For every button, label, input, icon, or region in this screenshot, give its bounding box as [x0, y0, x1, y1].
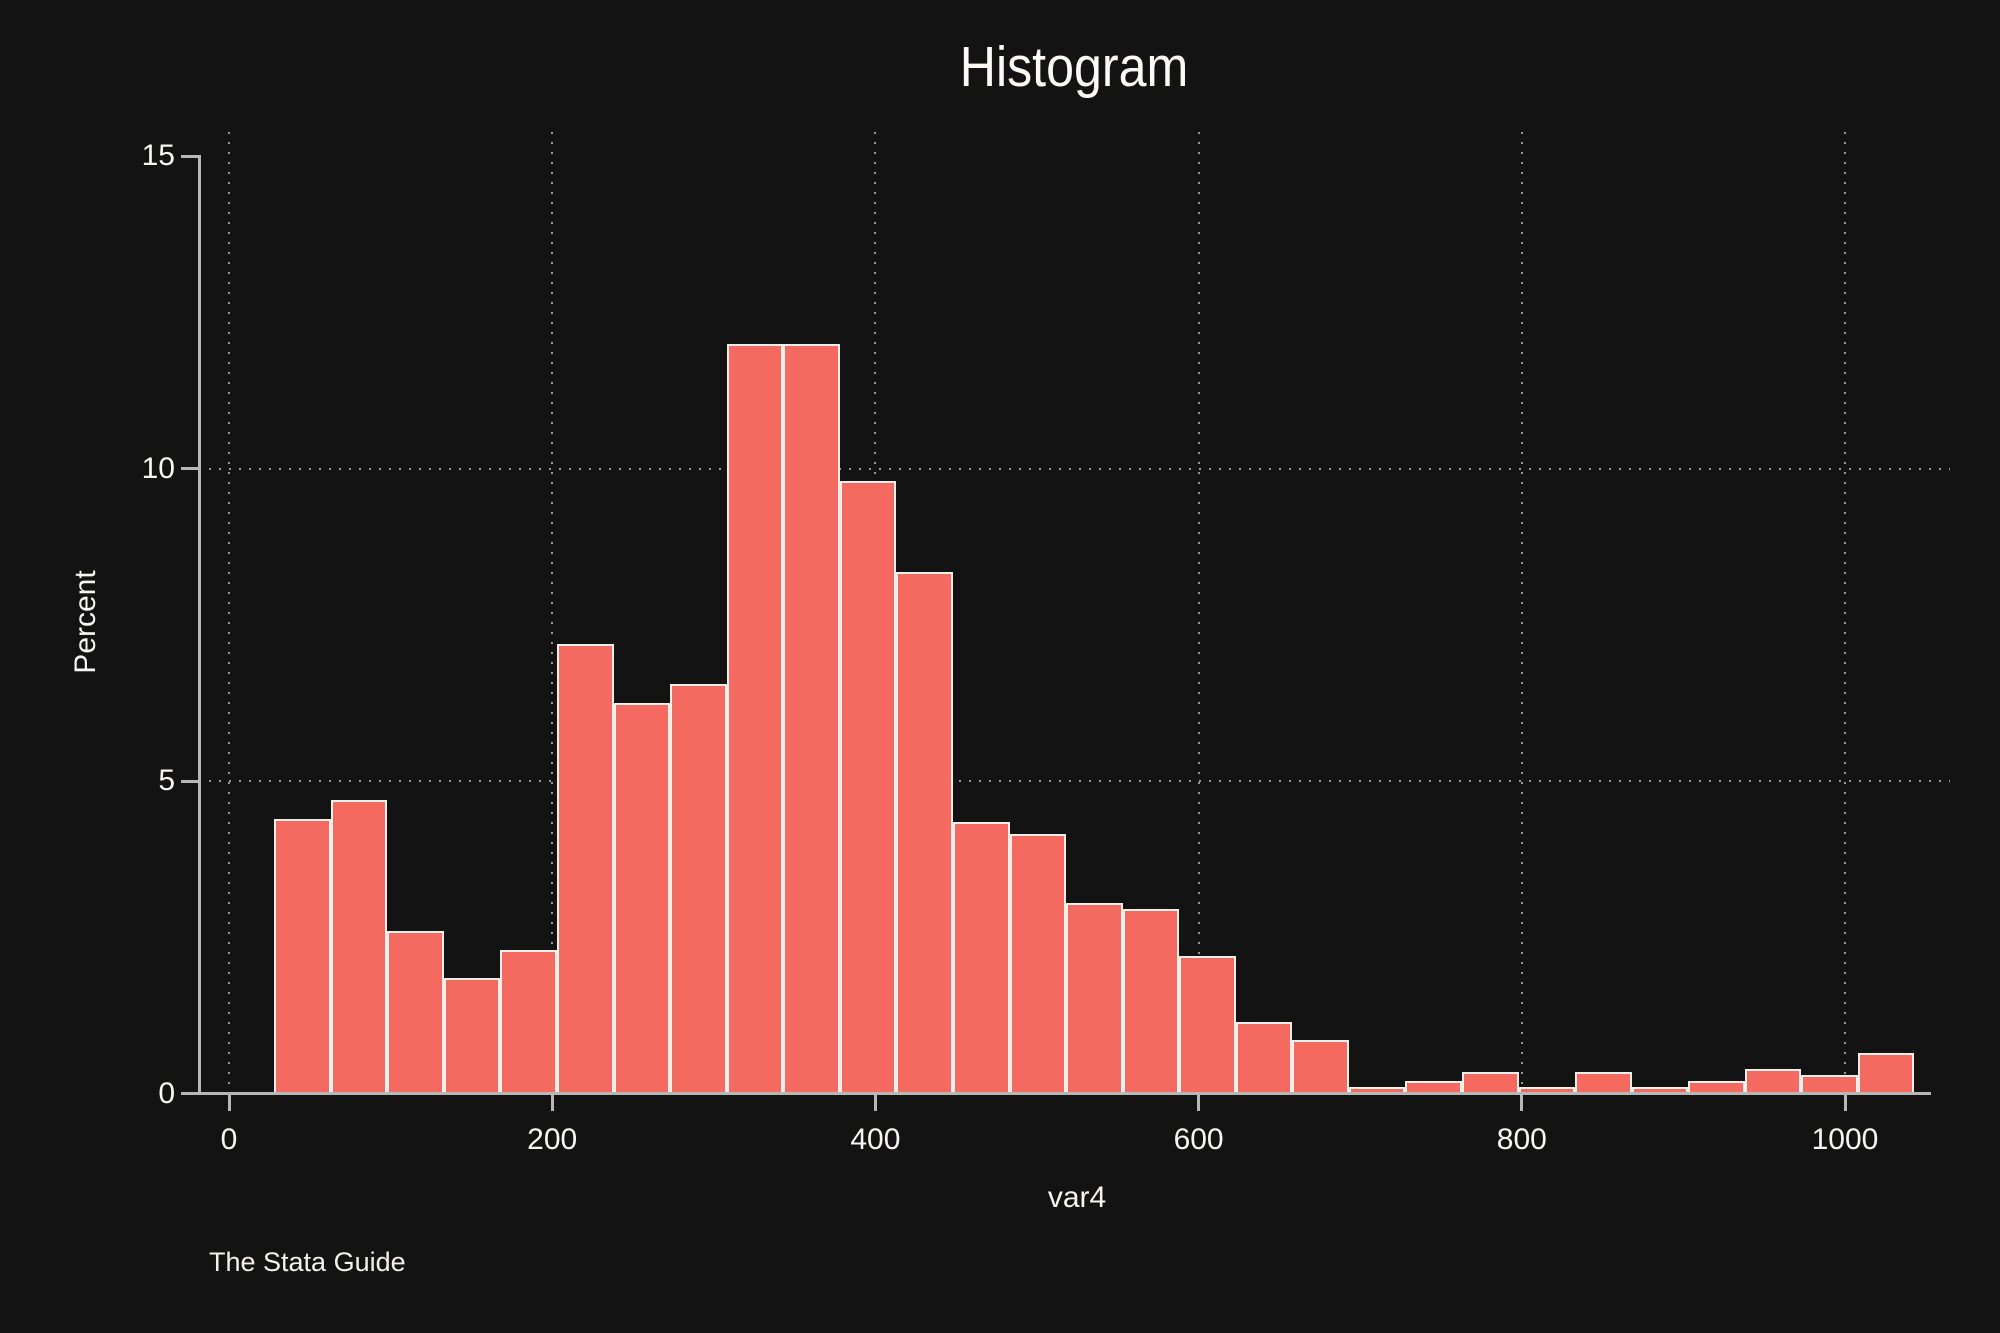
y-tick	[181, 779, 198, 783]
histogram-bar	[1688, 1081, 1745, 1094]
y-tick	[181, 1092, 198, 1095]
h-gridline	[199, 467, 1950, 470]
y-tick-label: 0	[158, 1076, 175, 1110]
x-tick-label: 600	[1173, 1122, 1224, 1156]
histogram-bar	[1179, 956, 1236, 1094]
v-gridline	[1197, 132, 1200, 1092]
x-tick-label: 1000	[1811, 1122, 1879, 1156]
v-gridline	[1844, 132, 1846, 1092]
histogram-bar	[387, 931, 444, 1094]
y-tick-label: 5	[158, 764, 175, 798]
histogram-bar	[500, 949, 558, 1094]
y-axis-title: Percent	[69, 570, 102, 674]
x-tick-label: 800	[1496, 1122, 1547, 1156]
histogram-bar	[783, 343, 840, 1094]
histogram-bar	[1235, 1021, 1293, 1094]
x-tick	[1843, 1095, 1847, 1111]
histogram-bar	[1575, 1071, 1632, 1094]
histogram-bar	[1631, 1087, 1689, 1094]
x-tick-label: 400	[850, 1122, 901, 1156]
chart-title: Histogram	[959, 35, 1189, 99]
histogram-bar	[330, 799, 388, 1094]
histogram-bar	[1292, 1040, 1349, 1094]
y-tick	[181, 154, 198, 158]
histogram-bar	[670, 684, 727, 1094]
x-tick	[227, 1095, 231, 1111]
y-axis-line	[197, 155, 201, 1095]
histogram-bar	[896, 571, 953, 1094]
histogram-bar	[1857, 1052, 1915, 1094]
histogram-bar	[1744, 1068, 1802, 1094]
y-tick-label: 10	[141, 451, 175, 485]
x-tick	[1520, 1095, 1524, 1111]
x-tick	[550, 1095, 554, 1111]
histogram-bar	[1405, 1081, 1462, 1094]
histogram-bar	[613, 703, 671, 1094]
histogram-bar	[952, 821, 1010, 1094]
x-axis-line	[197, 1092, 1931, 1095]
v-gridline	[228, 132, 230, 1092]
histogram-bar	[1122, 909, 1180, 1094]
x-tick	[873, 1095, 877, 1111]
v-gridline	[1520, 132, 1523, 1092]
h-gridline	[199, 780, 1950, 783]
x-tick	[1197, 1095, 1201, 1111]
histogram-bar	[726, 343, 784, 1094]
y-tick	[181, 467, 198, 471]
x-tick-label: 0	[220, 1122, 238, 1156]
y-tick-label: 15	[141, 139, 175, 173]
histogram-bar	[1462, 1071, 1519, 1094]
histogram-bar	[839, 481, 897, 1094]
histogram-bar	[1801, 1074, 1858, 1094]
x-axis-title: var4	[1047, 1181, 1107, 1214]
histogram-bar	[1009, 834, 1067, 1094]
histogram-bar	[557, 643, 614, 1094]
histogram-bar	[443, 977, 501, 1094]
histogram-bar	[1348, 1087, 1406, 1094]
v-gridline	[551, 132, 554, 1092]
x-tick-label: 200	[527, 1122, 578, 1156]
watermark-caption: The Stata Guide	[209, 1247, 406, 1277]
histogram-bar	[274, 818, 331, 1094]
histogram-bar	[1518, 1087, 1576, 1094]
histogram-bar	[1066, 902, 1123, 1094]
